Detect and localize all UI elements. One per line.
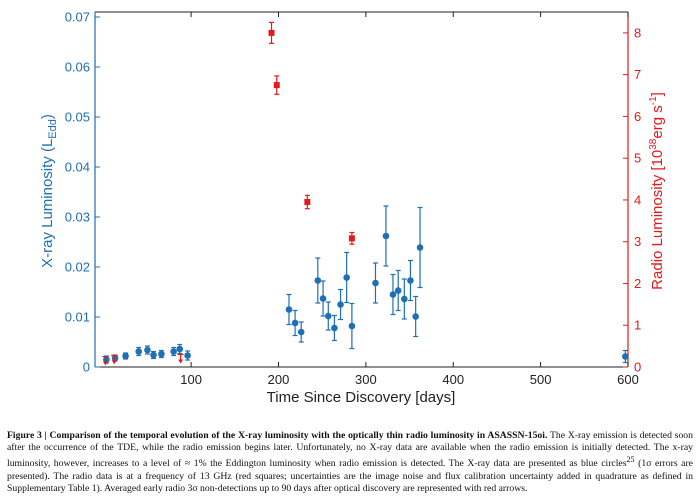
xray-point bbox=[343, 274, 350, 281]
xray-point bbox=[314, 277, 322, 284]
xray-point bbox=[331, 324, 338, 332]
right-tick-label: 1 bbox=[634, 318, 641, 333]
left-axis-title-sub: Edd bbox=[47, 119, 59, 139]
left-tick-label: 0.06 bbox=[65, 60, 90, 75]
xray-point bbox=[389, 291, 397, 298]
xray-point bbox=[144, 346, 151, 354]
caption-reference: 25 bbox=[626, 455, 635, 465]
right-axis-title-main: Radio Luminosity [10 bbox=[649, 150, 666, 290]
right-axis-title: Radio Luminosity [1038erg s-1] bbox=[648, 92, 666, 290]
xray-point bbox=[285, 306, 293, 313]
radio-point bbox=[304, 199, 311, 206]
xray-point bbox=[337, 301, 344, 308]
xray-series bbox=[103, 205, 629, 364]
radio-series bbox=[268, 21, 355, 245]
xray-point bbox=[184, 352, 191, 359]
xray-point bbox=[372, 279, 379, 287]
x-tick-label: 200 bbox=[268, 372, 290, 387]
xray-point bbox=[135, 348, 142, 355]
xray-point bbox=[412, 313, 419, 320]
left-tick-label: 0.02 bbox=[65, 260, 90, 275]
radio-limit-arrow bbox=[178, 359, 184, 364]
xray-point bbox=[319, 295, 327, 302]
right-axis-title-mid: erg s bbox=[649, 105, 666, 138]
grid-and-axes bbox=[94, 11, 629, 368]
left-axis-title-end: ) bbox=[39, 114, 56, 119]
right-tick-label: 2 bbox=[634, 276, 641, 291]
left-tick-label: 0.01 bbox=[65, 310, 90, 325]
xray-point bbox=[622, 353, 629, 360]
xray-point bbox=[150, 351, 157, 359]
right-axis-title-sup1: 38 bbox=[648, 138, 659, 150]
caption-label: Figure 3 | Comparison of the temporal ev… bbox=[7, 430, 548, 441]
x-axis-title: Time Since Discovery [days] bbox=[267, 389, 456, 406]
radio-point bbox=[273, 82, 280, 89]
right-tick-label: 7 bbox=[634, 67, 641, 82]
radio-point bbox=[348, 235, 355, 242]
x-tick-label: 100 bbox=[180, 372, 202, 387]
left-axis-title-main: X-ray Luminosity (L bbox=[39, 139, 56, 268]
right-tick-label: 4 bbox=[634, 192, 641, 207]
xray-point bbox=[416, 244, 424, 251]
xray-point bbox=[122, 352, 129, 360]
xray-point bbox=[111, 354, 119, 362]
xray-point bbox=[348, 322, 356, 330]
x-tick-label: 400 bbox=[442, 372, 464, 387]
xray-point bbox=[407, 277, 414, 284]
right-tick-label: 6 bbox=[634, 109, 641, 124]
x-tick-label: 600 bbox=[617, 372, 639, 387]
xray-point bbox=[324, 312, 332, 320]
left-axis-title: X-ray Luminosity (LEdd) bbox=[39, 114, 59, 268]
x-tick-label: 300 bbox=[355, 372, 377, 387]
right-tick-label: 3 bbox=[634, 234, 641, 249]
left-tick-label: 0.07 bbox=[65, 10, 90, 25]
tick-labels: 100 200 300 400 500 60000.010.020.030.040.050… bbox=[65, 10, 642, 388]
radio-point bbox=[268, 29, 275, 36]
right-axis-title-sup2: -1 bbox=[648, 96, 659, 105]
xray-point bbox=[382, 232, 390, 240]
radio-limit-arrow bbox=[111, 360, 117, 365]
caption-body-2: (1σ errors are presented). The radio dat… bbox=[7, 458, 693, 495]
right-tick-label: 5 bbox=[634, 151, 641, 166]
xray-point bbox=[176, 345, 184, 353]
right-axis-title-end: ] bbox=[649, 92, 666, 96]
xray-point bbox=[394, 287, 402, 294]
caption-body-1: The X-ray emission is detected soon afte… bbox=[7, 430, 693, 470]
xray-point bbox=[170, 348, 177, 355]
x-tick-label: 500 bbox=[530, 372, 552, 387]
xray-point bbox=[103, 356, 110, 363]
radio-limit-arrow bbox=[102, 361, 108, 366]
xray-point bbox=[291, 319, 299, 327]
xray-point bbox=[401, 295, 408, 303]
left-tick-label: 0 bbox=[83, 360, 90, 375]
radio-upper-limits bbox=[102, 353, 184, 366]
xray-point bbox=[297, 328, 305, 336]
left-tick-label: 0.05 bbox=[65, 110, 90, 125]
left-tick-label: 0.04 bbox=[65, 160, 90, 175]
right-tick-label: 8 bbox=[634, 25, 641, 40]
left-tick-label: 0.03 bbox=[65, 210, 90, 225]
right-tick-label: 0 bbox=[634, 360, 641, 375]
xray-point bbox=[158, 350, 165, 358]
chart: 100 200 300 400 500 60000.010.020.030.040.050… bbox=[39, 10, 666, 407]
figure-caption: Figure 3 | Comparison of the temporal ev… bbox=[7, 430, 693, 495]
